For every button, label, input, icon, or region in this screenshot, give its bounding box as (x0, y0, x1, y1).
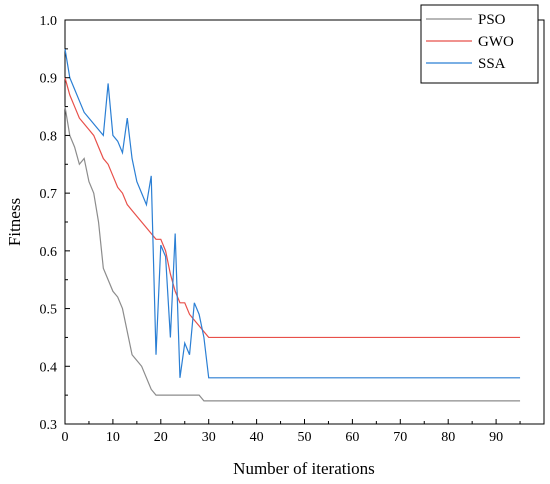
y-tick-label: 0.7 (40, 187, 58, 202)
x-tick-label: 50 (298, 430, 312, 445)
series-line-ssa (64, 48, 521, 379)
x-tick-label: 70 (393, 430, 407, 445)
y-tick-label: 0.6 (40, 245, 58, 260)
y-axis-title: Fitness (5, 198, 24, 246)
legend: PSO GWO SSA (420, 4, 539, 84)
legend-box (420, 4, 539, 84)
y-tick-label: 1.0 (40, 14, 58, 29)
x-tick-label: 60 (345, 430, 359, 445)
y-tick-label: 0.8 (40, 129, 58, 144)
y-tick-label: 0.4 (40, 360, 58, 375)
x-tick-label: 40 (250, 430, 264, 445)
x-axis-title: Number of iterations (233, 459, 375, 478)
series-line-pso (64, 106, 521, 402)
y-tick-label: 0.3 (40, 418, 58, 433)
x-tick-label: 0 (62, 430, 69, 445)
legend-label-ssa: SSA (478, 56, 506, 72)
x-tick-label: 20 (154, 430, 168, 445)
series-line-gwo (64, 77, 521, 339)
legend-label-gwo: GWO (478, 34, 514, 50)
x-tick-label: 90 (489, 430, 503, 445)
x-tick-label: 80 (441, 430, 455, 445)
series-layer (64, 48, 521, 402)
y-tick-label: 0.5 (40, 303, 58, 318)
y-tick-label: 0.9 (40, 72, 58, 87)
x-tick-label: 30 (202, 430, 216, 445)
x-tick-label: 10 (106, 430, 120, 445)
legend-label-pso: PSO (478, 12, 506, 28)
axes-layer: 0 10 20 30 40 50 60 70 80 90 0.3 0.4 0.5 0.6 0.7 0.8 0.9… (40, 14, 521, 445)
